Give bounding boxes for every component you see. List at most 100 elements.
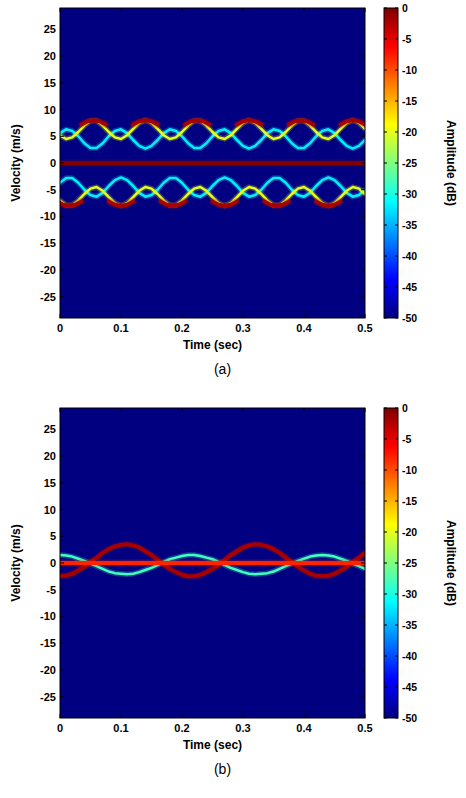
x-tick <box>365 8 366 12</box>
y-tick-label: -10 <box>40 610 56 622</box>
y-tick-label: 25 <box>44 23 56 35</box>
trace <box>60 161 365 165</box>
colorbar <box>384 8 398 318</box>
y-tick-label: -25 <box>40 291 56 303</box>
trace-glow <box>341 120 365 124</box>
y-tick <box>60 696 64 697</box>
trace <box>341 120 365 124</box>
y-tick-label: 25 <box>44 423 56 435</box>
y-tick <box>60 669 64 670</box>
colorbar-tick-label: -45 <box>402 281 417 293</box>
x-tick <box>60 714 61 718</box>
x-tick <box>304 408 305 412</box>
y-tick-label: 5 <box>50 130 56 142</box>
colorbar-tick <box>384 563 387 564</box>
trace-glow <box>316 201 340 205</box>
y-tick-label: -25 <box>40 691 56 703</box>
colorbar-tick <box>395 594 398 595</box>
trace <box>60 187 365 206</box>
trace-glow <box>60 187 365 206</box>
trace <box>316 201 340 205</box>
x-tick <box>243 314 244 318</box>
colorbar-title: Amplitude (dB) <box>444 120 458 206</box>
x-tick <box>182 408 183 412</box>
colorbar-tick <box>384 656 387 657</box>
x-tick-label: 0.4 <box>296 722 312 734</box>
y-tick <box>361 643 365 644</box>
y-tick <box>361 56 365 57</box>
y-tick <box>361 589 365 590</box>
colorbar-tick <box>395 163 398 164</box>
colorbar-tick <box>395 132 398 133</box>
x-tick <box>60 314 61 318</box>
colorbar-tick <box>395 8 398 9</box>
trace <box>289 120 313 124</box>
colorbar-tick <box>395 70 398 71</box>
y-tick <box>361 82 365 83</box>
y-tick <box>361 669 365 670</box>
colorbar-tick <box>395 718 398 719</box>
colorbar-tick-label: -50 <box>402 312 417 324</box>
y-tick <box>60 563 64 564</box>
trace <box>60 561 365 565</box>
figure: 00.10.20.30.40.5-25-20-15-10-50510152025… <box>0 0 466 798</box>
colorbar-tick-label: -10 <box>402 64 417 76</box>
x-tick <box>121 714 122 718</box>
colorbar-tick <box>395 439 398 440</box>
y-tick <box>60 109 64 110</box>
trace <box>185 120 209 124</box>
x-tick <box>365 714 366 718</box>
plot-frame <box>60 408 365 718</box>
colorbar-tick-label: -15 <box>402 95 417 107</box>
colorbar-tick <box>384 101 387 102</box>
colorbar-tick <box>384 470 387 471</box>
colorbar-tick <box>395 39 398 40</box>
colorbar-tick-label: -40 <box>402 250 417 262</box>
colorbar-tick <box>395 408 398 409</box>
y-tick-label: -5 <box>46 184 56 196</box>
colorbar-tick <box>395 225 398 226</box>
x-tick <box>182 314 183 318</box>
trace-glow <box>81 120 105 124</box>
colorbar-tick-label: 0 <box>402 402 408 414</box>
y-tick <box>60 482 64 483</box>
y-tick <box>60 536 64 537</box>
y-tick <box>361 616 365 617</box>
colorbar-tick <box>395 470 398 471</box>
colorbar-tick <box>384 132 387 133</box>
colorbar-tick <box>395 532 398 533</box>
colorbar-tick-label: -25 <box>402 157 417 169</box>
colorbar-tick <box>384 194 387 195</box>
x-tick <box>304 314 305 318</box>
colorbar <box>384 408 398 718</box>
panel: 00.10.20.30.40.5-25-20-15-10-50510152025… <box>9 2 458 377</box>
y-tick <box>361 163 365 164</box>
y-tick <box>60 456 64 457</box>
plot-frame <box>60 8 365 318</box>
x-tick-label: 0.3 <box>235 722 250 734</box>
colorbar-tick <box>384 39 387 40</box>
y-tick <box>60 509 64 510</box>
colorbar-tick <box>384 408 387 409</box>
colorbar-tick-label: -5 <box>402 433 411 445</box>
colorbar-tick-label: -35 <box>402 219 417 231</box>
y-tick-label: -15 <box>40 637 56 649</box>
colorbar-tick <box>395 256 398 257</box>
trace-glow <box>161 201 185 205</box>
y-tick <box>361 563 365 564</box>
x-tick <box>60 408 61 412</box>
y-tick <box>60 189 64 190</box>
colorbar-tick-label: -5 <box>402 33 411 45</box>
y-axis-title: Velocity (m/s) <box>9 124 23 201</box>
x-tick-label: 0.2 <box>174 722 189 734</box>
x-tick <box>121 314 122 318</box>
trace-glow <box>60 160 365 167</box>
colorbar-tick-label: -25 <box>402 557 417 569</box>
y-tick-label: -20 <box>40 664 56 676</box>
panel-label: (a) <box>214 361 231 377</box>
traces <box>60 544 365 576</box>
trace <box>81 120 105 124</box>
x-tick-label: 0.1 <box>113 322 128 334</box>
colorbar-tick <box>384 625 387 626</box>
y-tick <box>361 243 365 244</box>
